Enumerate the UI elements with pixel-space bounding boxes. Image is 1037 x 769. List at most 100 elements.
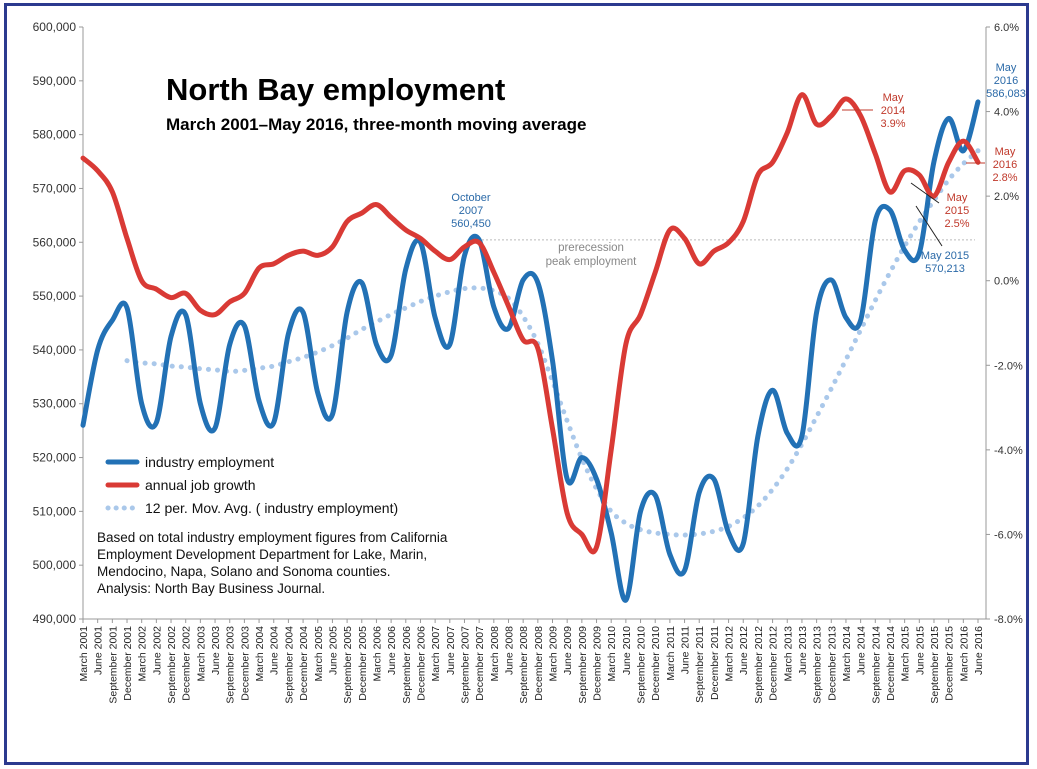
- y-left-tick-label: 560,000: [33, 235, 77, 249]
- note-line: Mendocino, Napa, Solano and Sonoma count…: [97, 564, 390, 579]
- x-tick-label: March 2013: [782, 626, 794, 682]
- annotation-may-2016-growth: 2.8%: [992, 172, 1017, 184]
- y-left-tick-label: 500,000: [33, 558, 77, 572]
- peak-line-label: prerecession: [558, 242, 624, 254]
- annotation-may-2015-growth: May: [947, 192, 968, 204]
- x-tick-label: December 2005: [357, 626, 369, 701]
- x-tick-label: December 2007: [474, 626, 486, 701]
- y-left-tick-label: 520,000: [33, 451, 77, 465]
- x-tick-label: December 2009: [592, 626, 604, 701]
- x-tick-label: March 2011: [665, 626, 677, 681]
- y-right-tick-label: 4.0%: [994, 107, 1019, 119]
- annotation-peak-2007: October: [451, 192, 490, 204]
- y-right-tick-label: -8.0%: [994, 614, 1023, 626]
- x-tick-label: September 2006: [401, 626, 413, 704]
- annotation-may-2016-employment: 586,083: [986, 88, 1026, 100]
- legend-label: 12 per. Mov. Avg. ( industry employment): [145, 500, 398, 516]
- x-tick-label: March 2002: [137, 626, 149, 682]
- chart-title: North Bay employment: [166, 72, 505, 107]
- x-tick-label: March 2006: [371, 626, 383, 682]
- annotation-may-2015-growth: 2015: [945, 205, 969, 217]
- series-line-12-per-mov-avg-industry-employment-: [124, 148, 981, 538]
- x-tick-label: June 2011: [680, 626, 692, 674]
- x-tick-label: December 2013: [826, 626, 838, 701]
- x-tick-label: June 2002: [151, 626, 163, 675]
- x-tick-label: December 2002: [181, 626, 193, 701]
- x-tick-label: September 2001: [107, 626, 119, 704]
- annotation-peak-2007: 2007: [459, 205, 483, 217]
- x-tick-label: March 2001: [78, 626, 90, 682]
- x-tick-label: December 2014: [885, 626, 897, 701]
- y-right-tick-label: -2.0%: [994, 360, 1023, 372]
- x-tick-label: June 2001: [93, 626, 105, 675]
- y-right-tick-label: 2.0%: [994, 191, 1019, 203]
- legend-label: annual job growth: [145, 477, 256, 493]
- series-line-industry-employment: [80, 99, 981, 603]
- y-right-tick-label: -4.0%: [994, 445, 1023, 457]
- legend-label: industry employment: [145, 454, 274, 470]
- leader-may-2015-growth: [910, 182, 940, 204]
- y-left-tick-label: 570,000: [33, 181, 77, 195]
- x-tick-label: December 2003: [239, 626, 251, 701]
- x-tick-label: June 2014: [856, 626, 868, 675]
- x-tick-label: March 2003: [195, 626, 207, 682]
- x-tick-label: September 2011: [694, 626, 706, 703]
- x-tick-label: September 2009: [577, 626, 589, 704]
- x-tick-label: September 2007: [459, 626, 471, 704]
- annotation-may-2015-employment: 570,213: [925, 263, 965, 275]
- x-tick-label: March 2004: [254, 626, 266, 682]
- x-tick-label: March 2010: [606, 626, 618, 682]
- annotation-may-2015-employment: May 2015: [921, 250, 969, 262]
- x-tick-label: June 2006: [386, 626, 398, 675]
- annotation-may-2015-growth: 2.5%: [944, 218, 969, 230]
- note-line: Employment Development Department for La…: [97, 547, 427, 562]
- annotation-may-2016-employment: 2016: [994, 75, 1018, 87]
- x-tick-label: June 2015: [914, 626, 926, 675]
- x-tick-label: March 2008: [489, 626, 501, 682]
- annotation-may-2014: 2014: [881, 105, 905, 117]
- x-tick-label: December 2015: [944, 626, 956, 701]
- y-left-tick-label: 580,000: [33, 128, 77, 142]
- x-tick-label: June 2005: [327, 626, 339, 675]
- x-tick-label: September 2013: [812, 626, 824, 704]
- y-left-tick-label: 540,000: [33, 343, 77, 357]
- x-tick-label: June 2008: [503, 626, 515, 675]
- annotation-may-2014: 3.9%: [880, 118, 905, 130]
- x-tick-label: March 2016: [958, 626, 970, 682]
- x-tick-label: December 2012: [768, 626, 780, 701]
- annotation-may-2016-growth: 2016: [993, 159, 1017, 171]
- y-right-tick-label: 6.0%: [994, 22, 1019, 34]
- note-line: Analysis: North Bay Business Journal.: [97, 581, 325, 596]
- y-left-tick-label: 600,000: [33, 20, 77, 34]
- peak-line-label: peak employment: [546, 256, 638, 268]
- chart-subtitle: March 2001–May 2016, three-month moving …: [166, 115, 586, 134]
- x-tick-label: September 2002: [166, 626, 178, 704]
- x-tick-label: September 2014: [870, 626, 882, 704]
- chart-frame: [4, 3, 1029, 765]
- x-tick-label: December 2004: [298, 626, 310, 701]
- x-tick-label: September 2003: [225, 626, 237, 704]
- x-tick-label: December 2011: [709, 626, 721, 700]
- x-tick-label: June 2004: [269, 626, 281, 675]
- x-tick-label: September 2005: [342, 626, 354, 704]
- x-tick-label: June 2016: [973, 626, 985, 675]
- x-tick-label: June 2012: [738, 626, 750, 675]
- y-left-tick-label: 590,000: [33, 74, 77, 88]
- x-tick-label: June 2013: [797, 626, 809, 675]
- x-tick-label: March 2009: [548, 626, 560, 682]
- x-tick-label: March 2015: [900, 626, 912, 682]
- x-tick-label: September 2010: [636, 626, 648, 704]
- x-tick-label: December 2006: [415, 626, 427, 701]
- y-left-tick-label: 490,000: [33, 612, 77, 626]
- x-tick-label: March 2005: [313, 626, 325, 682]
- y-left-tick-label: 530,000: [33, 397, 77, 411]
- x-tick-label: March 2007: [430, 626, 442, 682]
- x-tick-label: June 2010: [621, 626, 633, 675]
- y-right-tick-label: -6.0%: [994, 529, 1023, 541]
- leader-may-2015-employment: [915, 205, 943, 247]
- x-tick-label: June 2009: [562, 626, 574, 675]
- annotation-may-2016-employment: May: [996, 62, 1017, 74]
- y-right-tick-label: 0.0%: [994, 276, 1019, 288]
- x-tick-label: March 2012: [724, 626, 736, 682]
